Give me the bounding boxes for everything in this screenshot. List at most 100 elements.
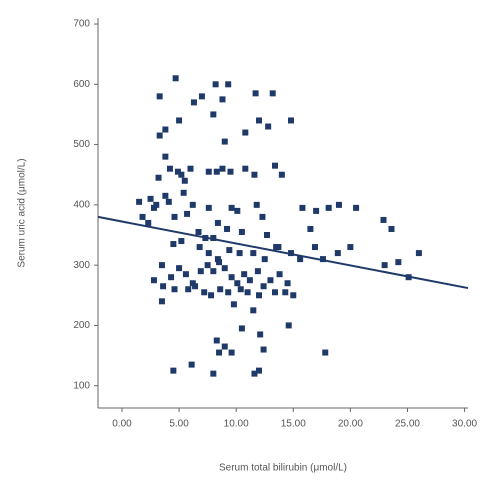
x-tick-label: 25.00 <box>395 419 420 430</box>
point <box>201 289 208 296</box>
point <box>261 256 268 263</box>
point <box>238 325 245 332</box>
point <box>225 289 232 296</box>
x-tick-label: 20.00 <box>338 419 363 430</box>
point <box>155 174 162 181</box>
point <box>162 153 169 160</box>
y-tick-label: 700 <box>73 19 90 30</box>
point <box>278 171 285 178</box>
point <box>213 337 220 344</box>
point <box>297 256 304 263</box>
point <box>158 262 165 269</box>
point <box>395 259 402 266</box>
point <box>285 322 292 329</box>
point <box>230 301 237 308</box>
point <box>147 195 154 202</box>
point <box>210 370 217 377</box>
point <box>171 213 178 220</box>
point <box>221 343 228 350</box>
point <box>250 307 257 314</box>
point <box>212 81 219 88</box>
point <box>264 232 271 239</box>
y-tick-label: 100 <box>73 380 90 391</box>
point <box>335 201 342 208</box>
point <box>204 262 211 269</box>
point <box>168 274 175 281</box>
point <box>269 90 276 97</box>
x-tick-label: 5.00 <box>169 419 189 430</box>
point <box>260 283 267 290</box>
point <box>228 349 235 356</box>
point <box>166 165 173 172</box>
y-axis-label: Serum uric acid (μmol/L) <box>17 158 28 267</box>
point <box>162 126 169 133</box>
point <box>219 96 226 103</box>
point <box>181 177 188 184</box>
point <box>319 256 326 263</box>
point <box>214 219 221 226</box>
point <box>214 256 221 263</box>
point <box>272 162 279 169</box>
point <box>172 75 179 82</box>
point <box>197 268 204 275</box>
point <box>234 280 241 287</box>
point <box>213 168 220 175</box>
point <box>381 262 388 269</box>
point <box>256 367 263 374</box>
point <box>259 213 266 220</box>
point <box>185 286 192 293</box>
point <box>189 280 196 287</box>
point <box>250 250 257 257</box>
point <box>236 250 243 257</box>
point <box>160 283 167 290</box>
y-tick-label: 200 <box>73 320 90 331</box>
point <box>325 204 332 211</box>
point <box>198 93 205 100</box>
point <box>221 138 228 145</box>
point <box>322 349 329 356</box>
x-axis-label: Serum total bilirubin (μmol/L) <box>219 463 347 474</box>
point <box>388 225 395 232</box>
x-tick-label: 0.00 <box>112 419 132 430</box>
point <box>353 204 360 211</box>
point <box>156 93 163 100</box>
regression-line <box>97 215 469 290</box>
point <box>284 280 291 287</box>
point <box>188 361 195 368</box>
point <box>251 370 258 377</box>
point <box>210 268 217 275</box>
point <box>174 168 181 175</box>
point <box>171 286 178 293</box>
point <box>156 132 163 139</box>
point <box>165 198 172 205</box>
point <box>205 204 212 211</box>
point <box>242 129 249 136</box>
point <box>256 117 263 124</box>
point <box>162 192 169 199</box>
point <box>415 250 422 257</box>
point <box>265 123 272 130</box>
point <box>190 99 197 106</box>
point <box>184 210 191 217</box>
point <box>241 271 248 278</box>
point <box>217 286 224 293</box>
point <box>178 238 185 245</box>
point <box>253 201 260 208</box>
y-tick-label: 500 <box>73 139 90 150</box>
point <box>238 228 245 235</box>
point <box>176 265 183 272</box>
point <box>170 241 177 248</box>
point <box>205 250 212 257</box>
x-tick-label: 10.00 <box>224 419 249 430</box>
y-tick-label: 600 <box>73 79 90 90</box>
point <box>150 277 157 284</box>
point <box>254 268 261 275</box>
point <box>170 367 177 374</box>
point <box>180 189 187 196</box>
point <box>234 207 241 214</box>
point <box>224 225 231 232</box>
point <box>267 277 274 284</box>
point <box>287 117 294 124</box>
point <box>275 244 282 251</box>
point <box>216 349 223 356</box>
